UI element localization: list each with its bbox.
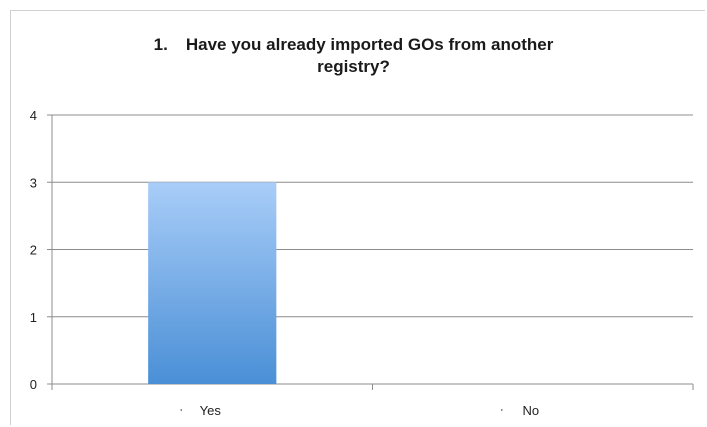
y-tick-label-0: 0	[30, 377, 37, 392]
x-label-bullet-no	[500, 409, 503, 411]
chart-title-line-2: registry?	[317, 57, 390, 76]
x-label-bullet-yes	[180, 409, 183, 411]
x-tick-label-no: No	[522, 403, 539, 418]
y-tick-label-1: 1	[30, 310, 37, 325]
chart-title-text-1: Have you already imported GOs from anoth…	[185, 35, 554, 54]
bar-yes	[148, 182, 277, 384]
y-tick-label-3: 3	[30, 175, 37, 190]
y-tick-label-4: 4	[30, 108, 37, 123]
chart-frame	[10, 10, 705, 425]
x-tick-label-yes: Yes	[200, 403, 222, 418]
chart-title-line-1: 1. Have you already imported GOs from ano…	[0, 34, 707, 56]
y-tick-label-2: 2	[30, 243, 37, 258]
chart-title: 1. Have you already imported GOs from ano…	[0, 34, 707, 78]
chart-title-number: 1.	[153, 35, 168, 54]
